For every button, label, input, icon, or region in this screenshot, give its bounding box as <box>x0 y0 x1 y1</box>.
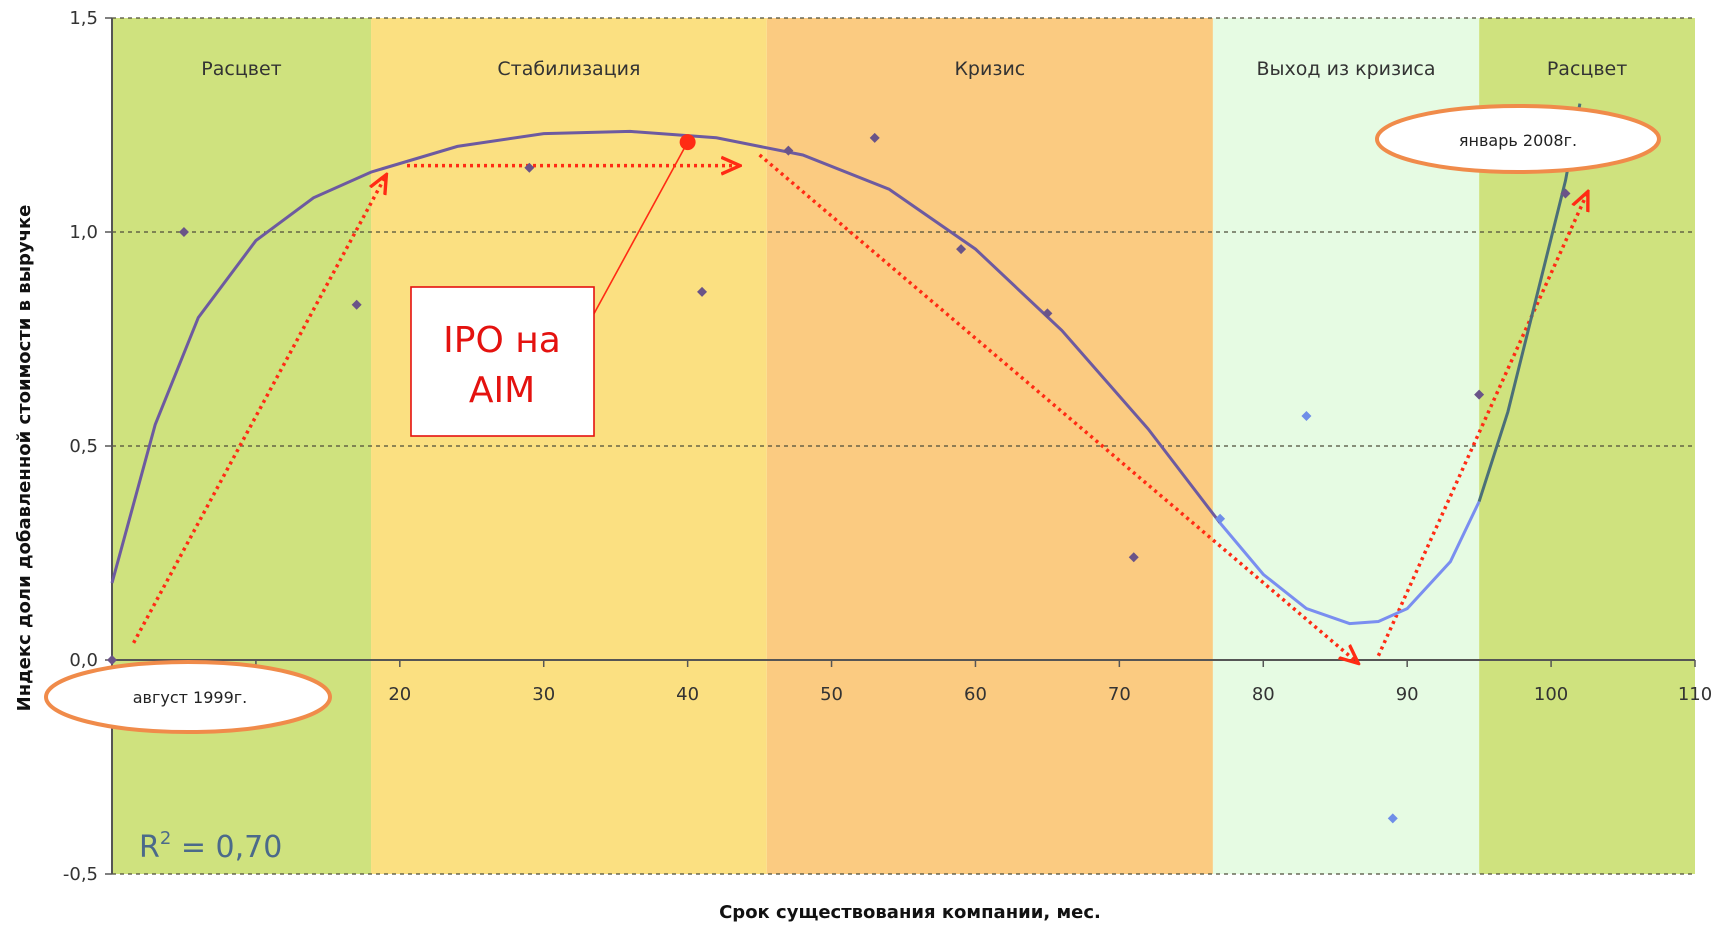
r-squared-exponent: 2 <box>160 828 171 849</box>
data-point <box>869 132 880 143</box>
data-point <box>178 227 189 237</box>
trend-arrow <box>132 176 386 644</box>
data-point <box>1215 513 1226 524</box>
data-point <box>956 244 967 255</box>
end-callout-label: январь 2008г. <box>1459 131 1577 150</box>
phase-label: Кризис <box>954 58 1025 80</box>
data-points <box>107 132 1571 824</box>
x-tick-labels: 20 30 40 50 60 70 80 90 100 110 <box>388 684 1712 705</box>
x-tick-label: 30 <box>532 684 555 705</box>
phase-label: Расцвет <box>1547 58 1627 80</box>
data-point <box>351 299 362 310</box>
y-axis-title: Индекс доли добавленной стоимости в выру… <box>14 205 35 712</box>
x-tick-label: 60 <box>964 684 987 705</box>
x-tick-label: 80 <box>1252 684 1275 705</box>
x-tick-label: 100 <box>1534 684 1568 705</box>
x-tick-label: 70 <box>1108 684 1131 705</box>
ipo-callout-line1: IPO на <box>443 320 561 361</box>
data-point <box>1474 389 1485 400</box>
axes <box>105 17 1696 875</box>
ipo-callout-line2: AIM <box>469 370 535 411</box>
x-tick-label: 110 <box>1678 684 1712 705</box>
data-point <box>1042 308 1053 319</box>
y-tick-labels: -0,5 0,0 0,5 1,0 1,5 <box>63 8 98 885</box>
x-axis-title: Срок существования компании, мес. <box>719 902 1101 923</box>
data-point <box>1560 188 1571 199</box>
data-point <box>697 286 708 297</box>
y-tick-label: 0,0 <box>69 650 98 671</box>
end-callout-ellipse <box>1375 104 1661 174</box>
y-tick-label: -0,5 <box>63 864 98 885</box>
trend-line-main <box>110 129 1222 584</box>
trend-arrows <box>132 153 1587 662</box>
data-point <box>524 162 535 173</box>
ipo-callout-box <box>410 286 595 437</box>
x-tick-label: 40 <box>676 684 699 705</box>
y-tick-label: 1,0 <box>69 222 98 243</box>
data-point <box>1301 411 1312 422</box>
r-squared-value: = 0,70 <box>171 830 282 865</box>
data-point <box>783 145 794 156</box>
r-squared-label: R2 = 0,70 <box>139 828 282 865</box>
r-squared-symbol: R <box>139 830 160 865</box>
phase-label: Стабилизация <box>497 58 640 80</box>
ipo-leader-line <box>583 141 689 333</box>
y-tick-label: 0,5 <box>69 436 98 457</box>
data-point <box>107 655 117 665</box>
ipo-point <box>679 134 696 151</box>
x-tick-label: 90 <box>1396 684 1419 705</box>
phase-label: Выход из кризиса <box>1257 58 1436 80</box>
x-tick-label: 20 <box>388 684 411 705</box>
data-point <box>1128 552 1139 563</box>
data-point <box>1387 813 1398 824</box>
y-tick-label: 1,5 <box>69 8 98 29</box>
trend-arrow <box>1376 193 1587 657</box>
trend-line-recovery <box>1218 500 1481 626</box>
start-callout-ellipse <box>44 660 332 734</box>
trend-arrow <box>758 153 1357 662</box>
x-tick-label: 50 <box>820 684 843 705</box>
phase-label: Расцвет <box>201 58 281 80</box>
start-callout-label: август 1999г. <box>133 688 248 707</box>
